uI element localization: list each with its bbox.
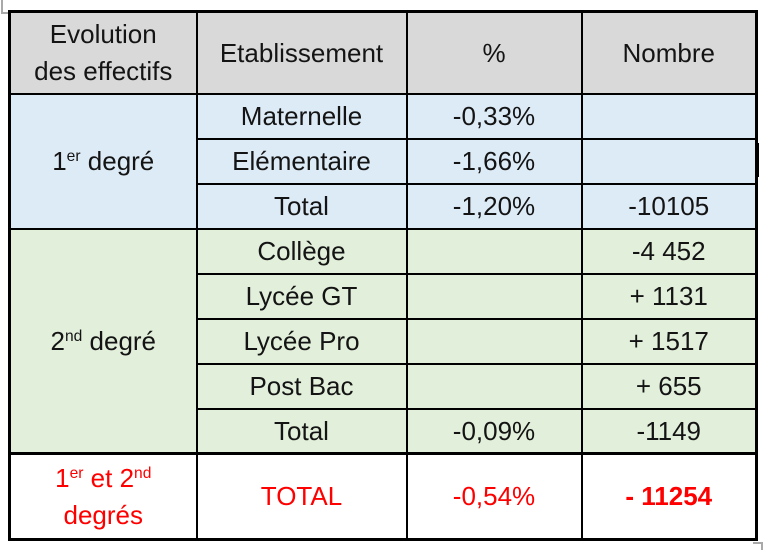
cell-etab-lycee-gt[interactable]: Lycée GT: [195, 272, 408, 320]
group-label-total[interactable]: 1er et 2nd degrés: [8, 452, 198, 541]
header-evolution-line2: des effectifs: [34, 55, 173, 86]
effectifs-table: Evolution des effectifs Etablissement % …: [8, 10, 758, 541]
cell-pct-college[interactable]: [405, 227, 583, 275]
table-row-lycee-pro: Lycée Pro + 1517: [10, 317, 758, 365]
cell-pct-lycee-gt[interactable]: [405, 272, 583, 320]
cell-pct-maternelle[interactable]: -0,33%: [405, 92, 583, 140]
table-row-college: 2nd degré Collège -4 452: [8, 227, 758, 455]
cell-nombre-college[interactable]: -4 452: [580, 227, 758, 275]
degre1-label: 1er degré: [52, 145, 155, 176]
window-edge-artifact: [757, 143, 759, 177]
cell-nombre-maternelle[interactable]: [580, 92, 758, 140]
cell-nombre-total2[interactable]: -1149: [580, 407, 758, 455]
table-row-lycee-gt: Lycée GT + 1131: [10, 272, 758, 320]
cell-nombre-grand-total[interactable]: - 11254: [580, 452, 758, 541]
header-cell-etablissement[interactable]: Etablissement: [195, 10, 408, 95]
table-row-total-degre2: Total -0,09% -1149: [10, 407, 758, 455]
total-superscript-er: er: [69, 464, 84, 482]
table-row-post-bac: Post Bac + 655: [10, 362, 758, 410]
header-row: Evolution des effectifs Etablissement % …: [8, 10, 758, 95]
cell-nombre-lycee-gt[interactable]: + 1131: [580, 272, 758, 320]
cell-etab-grand-total[interactable]: TOTAL: [195, 452, 408, 541]
cell-nombre-post-bac[interactable]: + 655: [580, 362, 758, 410]
cell-etab-total2[interactable]: Total: [195, 407, 408, 455]
cell-pct-grand-total[interactable]: -0,54%: [405, 452, 583, 541]
cell-pct-total1[interactable]: -1,20%: [405, 182, 583, 230]
table-row-elementaire: Elémentaire -1,66%: [10, 137, 758, 185]
cell-etab-maternelle[interactable]: Maternelle: [195, 92, 408, 140]
cell-pct-post-bac[interactable]: [405, 362, 583, 410]
degre2-label: 2nd degré: [50, 325, 157, 356]
selection-handle-bottom-right-icon: [753, 542, 763, 550]
total-label-line1: 1er et 2nd: [55, 462, 152, 493]
cell-nombre-elementaire[interactable]: [580, 137, 758, 185]
cell-nombre-lycee-pro[interactable]: + 1517: [580, 317, 758, 365]
cell-nombre-total1[interactable]: -10105: [580, 182, 758, 230]
selection-handle-top-left-icon: [1, 0, 12, 14]
cell-etab-total1[interactable]: Total: [195, 182, 408, 230]
table-row-grand-total: 1er et 2nd degrés TOTAL -0,54% - 11254: [8, 452, 758, 541]
total-superscript-nd: nd: [134, 464, 152, 482]
group-label-degre1[interactable]: 1er degré: [8, 92, 198, 230]
degre2-superscript: nd: [64, 327, 83, 345]
cell-pct-total2[interactable]: -0,09%: [405, 407, 583, 455]
header-cell-nombre[interactable]: Nombre: [580, 10, 758, 95]
cell-etab-post-bac[interactable]: Post Bac: [195, 362, 408, 410]
table-row-maternelle: 1er degré Maternelle -0,33%: [8, 92, 758, 230]
degre1-superscript: er: [66, 148, 81, 166]
group-label-degre2[interactable]: 2nd degré: [8, 227, 198, 455]
table-row-total-degre1: Total -1,20% -10105: [10, 182, 758, 230]
cell-etab-elementaire[interactable]: Elémentaire: [195, 137, 408, 185]
cell-etab-college[interactable]: Collège: [195, 227, 408, 275]
header-evolution-line1: Evolution: [49, 18, 157, 49]
header-cell-pct[interactable]: %: [405, 10, 583, 95]
cell-pct-elementaire[interactable]: -1,66%: [405, 137, 583, 185]
header-cell-evolution[interactable]: Evolution des effectifs: [8, 10, 198, 95]
cell-pct-lycee-pro[interactable]: [405, 317, 583, 365]
total-label-line2: degrés: [63, 499, 144, 530]
cell-etab-lycee-pro[interactable]: Lycée Pro: [195, 317, 408, 365]
